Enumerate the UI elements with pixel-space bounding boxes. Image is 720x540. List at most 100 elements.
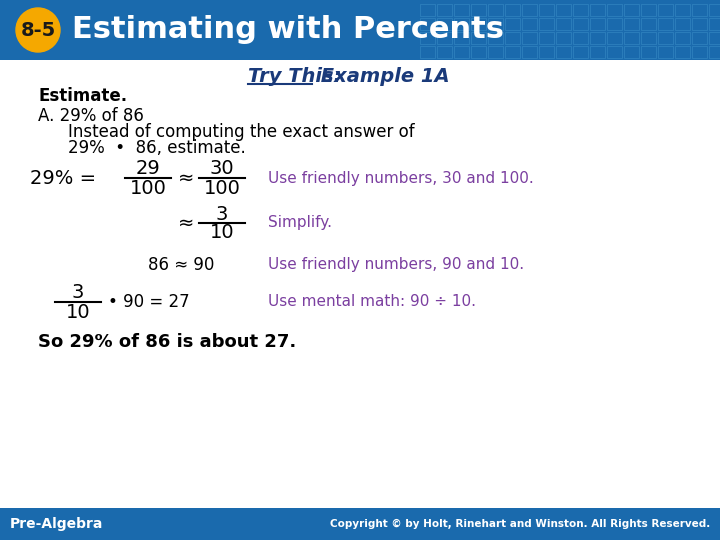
Text: Use friendly numbers, 90 and 10.: Use friendly numbers, 90 and 10.	[268, 258, 524, 273]
Text: 29%  •  86, estimate.: 29% • 86, estimate.	[68, 139, 246, 157]
Text: • 90 = 27: • 90 = 27	[108, 293, 189, 311]
Text: 86 ≈ 90: 86 ≈ 90	[148, 256, 215, 274]
Text: 29: 29	[135, 159, 161, 179]
Bar	[488, 46, 503, 58]
Bar	[0, 0, 720, 60]
Bar	[437, 18, 452, 30]
Bar	[454, 18, 469, 30]
Bar	[522, 18, 537, 30]
Bar	[624, 46, 639, 58]
Text: So 29% of 86 is about 27.: So 29% of 86 is about 27.	[38, 333, 296, 351]
Bar	[0, 60, 720, 510]
Bar	[454, 32, 469, 44]
Bar	[437, 4, 452, 16]
Text: Simplify.: Simplify.	[268, 215, 332, 231]
Bar	[505, 32, 520, 44]
Bar	[488, 32, 503, 44]
Text: Pre-Algebra: Pre-Algebra	[10, 517, 104, 531]
Text: 3: 3	[72, 284, 84, 302]
Bar	[420, 46, 435, 58]
Bar	[454, 4, 469, 16]
Bar	[488, 4, 503, 16]
Bar	[709, 4, 720, 16]
Bar	[675, 4, 690, 16]
Text: ≈: ≈	[178, 168, 194, 187]
Text: Copyright © by Holt, Rinehart and Winston. All Rights Reserved.: Copyright © by Holt, Rinehart and Winsto…	[330, 519, 710, 529]
Text: 100: 100	[204, 179, 240, 199]
Bar	[471, 4, 486, 16]
Bar	[641, 4, 656, 16]
Bar	[607, 46, 622, 58]
Bar	[420, 18, 435, 30]
Bar	[471, 46, 486, 58]
Bar	[539, 4, 554, 16]
Bar	[539, 46, 554, 58]
Bar	[539, 18, 554, 30]
Bar	[505, 4, 520, 16]
Bar	[641, 46, 656, 58]
Bar	[573, 4, 588, 16]
Text: Use friendly numbers, 30 and 100.: Use friendly numbers, 30 and 100.	[268, 171, 534, 186]
Bar	[692, 18, 707, 30]
Circle shape	[16, 8, 60, 52]
Bar	[488, 18, 503, 30]
Bar	[709, 18, 720, 30]
Bar	[437, 46, 452, 58]
Bar	[607, 18, 622, 30]
Bar	[590, 18, 605, 30]
Bar	[675, 46, 690, 58]
Bar	[556, 18, 571, 30]
Bar	[658, 46, 673, 58]
Bar	[505, 18, 520, 30]
Bar	[573, 46, 588, 58]
Text: Estimate.: Estimate.	[38, 87, 127, 105]
Bar	[573, 18, 588, 30]
Text: 3: 3	[216, 205, 228, 224]
Bar	[556, 4, 571, 16]
Bar	[658, 4, 673, 16]
Bar	[709, 32, 720, 44]
Bar	[692, 4, 707, 16]
Bar	[471, 18, 486, 30]
Text: A. 29% of 86: A. 29% of 86	[38, 107, 144, 125]
Text: Example 1A: Example 1A	[314, 68, 449, 86]
Bar	[590, 32, 605, 44]
Text: 100: 100	[130, 179, 166, 199]
Bar	[692, 32, 707, 44]
Bar	[675, 18, 690, 30]
Bar	[658, 18, 673, 30]
Bar	[658, 32, 673, 44]
Bar	[590, 4, 605, 16]
Bar	[505, 46, 520, 58]
Bar	[471, 32, 486, 44]
Text: Try This:: Try This:	[248, 68, 341, 86]
Bar	[624, 18, 639, 30]
Text: 10: 10	[210, 224, 234, 242]
Bar	[420, 4, 435, 16]
Text: Instead of computing the exact answer of: Instead of computing the exact answer of	[68, 123, 415, 141]
Bar	[420, 32, 435, 44]
Bar	[675, 32, 690, 44]
Text: Estimating with Percents: Estimating with Percents	[72, 16, 504, 44]
Bar	[522, 46, 537, 58]
Bar	[556, 32, 571, 44]
Bar	[607, 32, 622, 44]
Bar	[624, 32, 639, 44]
Bar	[539, 32, 554, 44]
Bar	[641, 32, 656, 44]
Bar	[556, 46, 571, 58]
Bar	[624, 4, 639, 16]
Text: Use mental math: 90 ÷ 10.: Use mental math: 90 ÷ 10.	[268, 294, 476, 309]
Text: 29% =: 29% =	[30, 168, 96, 187]
Text: 8-5: 8-5	[20, 21, 55, 39]
Bar	[590, 46, 605, 58]
Bar	[437, 32, 452, 44]
Bar	[709, 46, 720, 58]
Bar	[692, 46, 707, 58]
Bar	[0, 508, 720, 540]
Bar	[573, 32, 588, 44]
Text: 30: 30	[210, 159, 234, 179]
Bar	[522, 4, 537, 16]
Bar	[641, 18, 656, 30]
Text: ≈: ≈	[178, 213, 194, 233]
